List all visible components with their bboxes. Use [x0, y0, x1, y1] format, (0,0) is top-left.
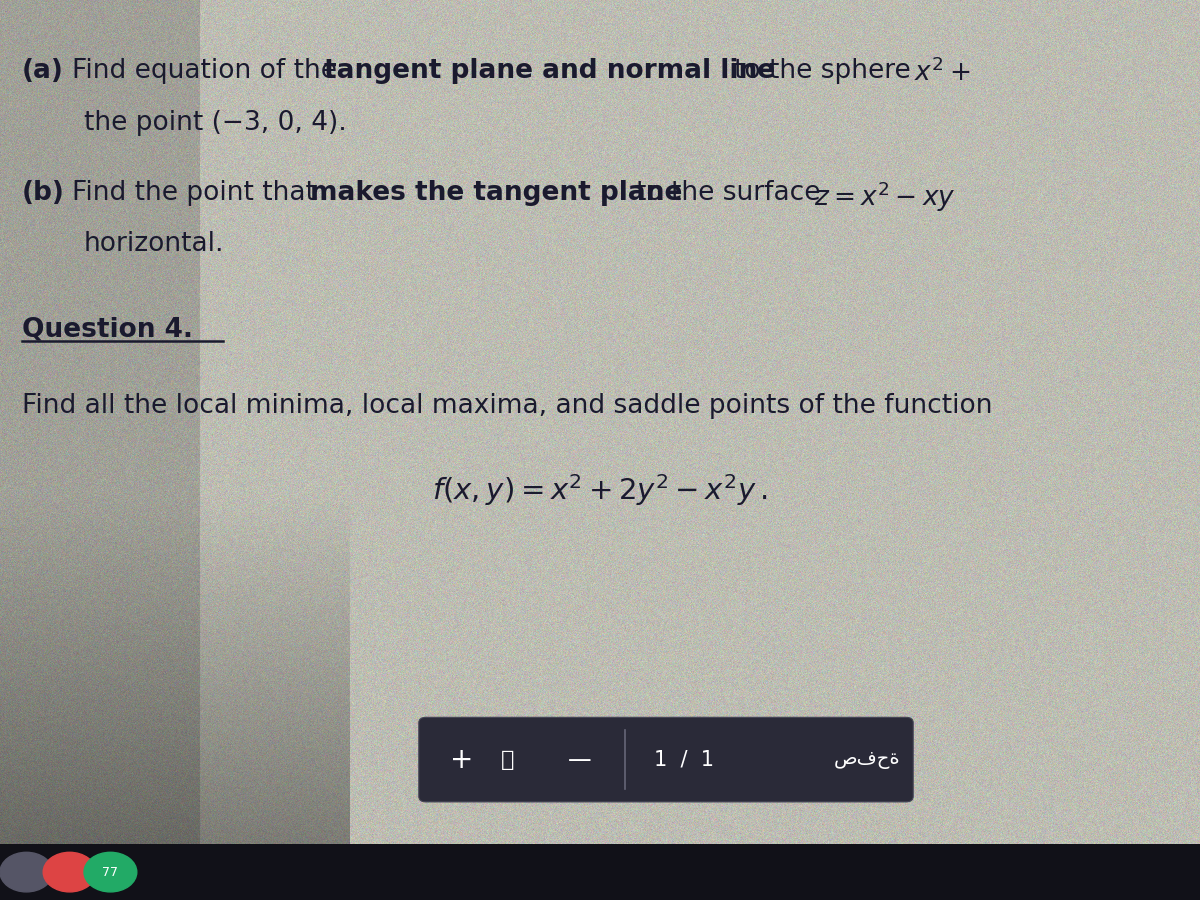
Bar	[0, 844, 1200, 900]
Text: (b): (b)	[22, 180, 65, 206]
Text: tangent plane and normal line: tangent plane and normal line	[324, 58, 775, 85]
Text: $x^2 +$: $x^2 +$	[914, 58, 971, 87]
Text: 1  /  1: 1 / 1	[654, 750, 714, 770]
FancyBboxPatch shape	[419, 717, 913, 802]
Circle shape	[43, 852, 96, 892]
Text: makes the tangent plane: makes the tangent plane	[310, 180, 682, 206]
Text: Find all the local minima, local maxima, and saddle points of the function: Find all the local minima, local maxima,…	[22, 393, 992, 419]
Circle shape	[84, 852, 137, 892]
Text: +: +	[450, 745, 473, 774]
Circle shape	[0, 852, 53, 892]
Text: 77: 77	[102, 866, 119, 878]
Text: (a): (a)	[22, 58, 64, 85]
Text: Find the point that: Find the point that	[72, 180, 316, 206]
Text: $z = x^2 - xy$: $z = x^2 - xy$	[814, 180, 955, 214]
Text: Find equation of the: Find equation of the	[72, 58, 337, 85]
Text: 🔍: 🔍	[500, 750, 515, 770]
Text: to the surface: to the surface	[636, 180, 821, 206]
Text: to the sphere: to the sphere	[734, 58, 911, 85]
Text: Question 4.: Question 4.	[22, 317, 192, 343]
Text: —: —	[568, 748, 592, 771]
Text: the point (−3, 0, 4).: the point (−3, 0, 4).	[84, 110, 347, 136]
Text: horizontal.: horizontal.	[84, 231, 224, 257]
Text: $f(x,y) = x^2 + 2y^2 - x^2y\,.$: $f(x,y) = x^2 + 2y^2 - x^2y\,.$	[432, 472, 768, 508]
Text: صفحة: صفحة	[834, 750, 901, 770]
